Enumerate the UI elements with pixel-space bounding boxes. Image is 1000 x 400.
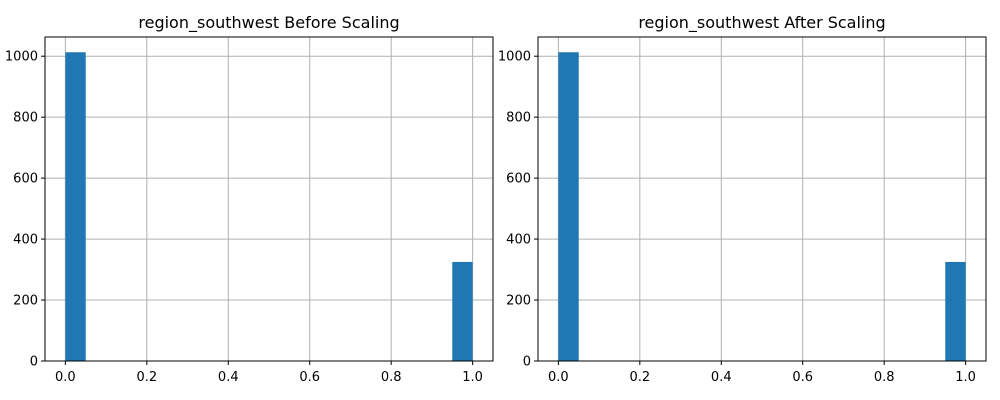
y-tick-label: 600 <box>13 172 38 187</box>
chart-title: region_southwest Before Scaling <box>138 13 399 33</box>
x-tick-label: 0.4 <box>218 370 239 385</box>
x-tick-label: 0.4 <box>711 370 732 385</box>
x-tick-label: 0.2 <box>136 370 157 385</box>
histogram-bar <box>65 52 86 361</box>
y-tick-label: 1000 <box>5 50 38 65</box>
y-tick-label: 600 <box>506 172 531 187</box>
y-tick-label: 0 <box>523 355 531 370</box>
grid <box>538 37 986 362</box>
y-tick-label: 400 <box>506 233 531 248</box>
bars <box>65 52 473 361</box>
histogram-bar <box>452 261 473 361</box>
x-tick-label: 0.0 <box>55 370 76 385</box>
axes-frame <box>537 36 987 362</box>
y-tick-label: 200 <box>13 294 38 309</box>
axes: 0.0 0.2 0.4 0.6 0.8 1.0 0 200 400 600 800 1000 <box>5 36 494 385</box>
x-tick-label: 1.0 <box>955 370 976 385</box>
y-tick-label: 800 <box>13 111 38 126</box>
y-tick-label: 400 <box>13 233 38 248</box>
chart-after-scaling: region_southwest After Scaling 0.0 0.2 0.4… <box>498 13 987 385</box>
chart-title: region_southwest After Scaling <box>638 13 885 33</box>
x-tick-label: 0.6 <box>299 370 320 385</box>
x-tick-label: 0.2 <box>629 370 650 385</box>
x-tick-label: 1.0 <box>462 370 483 385</box>
histogram-bar <box>945 261 966 361</box>
axes-frame <box>44 36 494 362</box>
y-tick-label: 1000 <box>498 50 531 65</box>
x-tick-label: 0.6 <box>792 370 813 385</box>
y-tick-label: 0 <box>30 355 38 370</box>
x-tick-label: 0.0 <box>548 370 569 385</box>
axes: 0.0 0.2 0.4 0.6 0.8 1.0 0 200 400 600 800 1000 <box>498 36 987 385</box>
y-tick-label: 800 <box>506 111 531 126</box>
y-tick-label: 200 <box>506 294 531 309</box>
x-tick-label: 0.8 <box>381 370 402 385</box>
x-tick-label: 0.8 <box>874 370 895 385</box>
histogram-bar <box>558 52 579 361</box>
bars <box>558 52 966 361</box>
chart-before-scaling: region_southwest Before Scaling 0.0 0.2 0.… <box>5 13 494 385</box>
grid <box>45 37 493 362</box>
